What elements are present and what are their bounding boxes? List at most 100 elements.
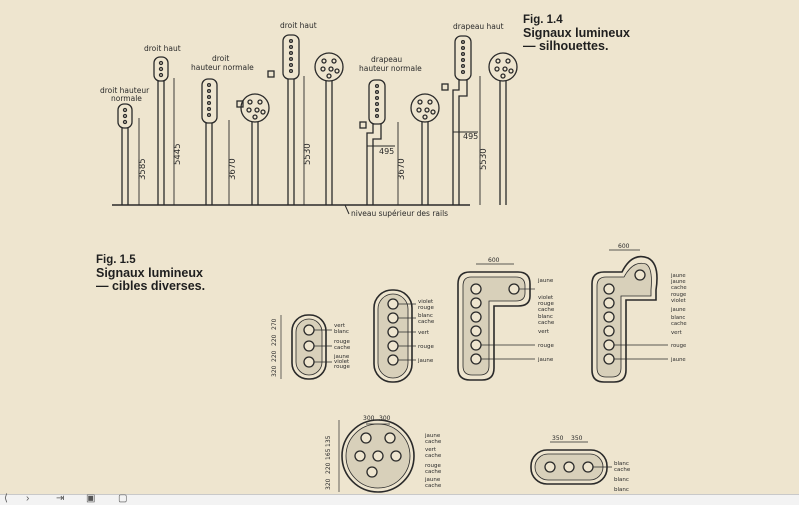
dim-5530-a: 5530	[303, 143, 313, 165]
target-6	[530, 441, 612, 485]
label-droit-haut-2: droit haut	[280, 21, 317, 30]
last-page-icon[interactable]: ⇥	[56, 493, 65, 504]
t3-light-2: violet	[538, 295, 554, 301]
viewer-toolbar: ⟨ › ⇥ ▣ ▢	[0, 493, 799, 505]
t4-light-8: cache	[671, 321, 687, 327]
first-page-icon[interactable]: ⟨	[4, 493, 8, 504]
fig-1-5-line2: — cibles diverses.	[96, 279, 206, 293]
label-droit-a: droit	[212, 54, 229, 63]
target-5	[338, 419, 415, 493]
t1-light-3: rouge	[334, 339, 350, 345]
dim-5530-b: 5530	[479, 148, 489, 170]
t5-dim-side-4: 135	[325, 435, 332, 447]
fig-1-5-number: Fig. 1.5	[96, 254, 136, 266]
label-droit-haut-1: droit haut	[144, 44, 181, 53]
t5-dim-side-3: 165	[325, 448, 332, 460]
t4-light-10: rouge	[671, 343, 686, 349]
t2-light-5: vert	[418, 330, 430, 336]
t1-dim-4: 270	[271, 318, 278, 330]
t1-light-6: violet	[334, 359, 350, 365]
t4-light-4: rouge	[671, 292, 686, 298]
t2-light-4: cache	[418, 319, 435, 325]
label-drapeau-a: drapeau	[371, 55, 402, 64]
label-droit-hauteur-normale-a: droit hauteur	[100, 86, 150, 95]
t5-light-2: cache	[425, 439, 442, 445]
t2-light-6: rouge	[418, 344, 434, 350]
t5-dim-top-1: 300	[363, 415, 375, 422]
fig-1-4-caption: Fig. 1.4 Signaux lumineux — silhouettes.	[523, 14, 630, 53]
label-drapeau-haut: drapeau haut	[453, 22, 504, 31]
t3-width: 600	[488, 257, 500, 264]
fig-1-5-caption: Fig. 1.5 Signaux lumineux — cibles diver…	[96, 254, 205, 293]
t1-dim-1: 320	[271, 365, 278, 377]
silhouette-droit-haut-1	[153, 56, 169, 205]
t3-light-4: cache	[538, 307, 555, 313]
target-1	[280, 314, 332, 380]
t3-light-1: jaune	[537, 278, 554, 284]
fig-1-4-line1: Signaux lumineux	[523, 26, 630, 40]
dim-495-a: 495	[379, 147, 394, 156]
t1-dim-3: 220	[271, 334, 278, 346]
fig-1-5-line1: Signaux lumineux	[96, 266, 203, 280]
t2-light-3: blanc	[418, 313, 433, 319]
t5-dim-side-1: 320	[325, 478, 332, 490]
t4-light-9: vert	[671, 330, 682, 336]
t5-light-7: jaune	[424, 477, 441, 483]
t3-light-5: blanc	[538, 314, 553, 320]
fit-page-icon[interactable]: ▣	[86, 493, 96, 504]
t3-light-7: vert	[538, 329, 550, 335]
t3-light-3: rouge	[538, 301, 554, 307]
next-page-icon[interactable]: ›	[26, 493, 30, 504]
silhouette-drapeau-hauteur-normale	[359, 79, 440, 205]
dim-495-b: 495	[463, 132, 478, 141]
dim-3670-b: 3670	[397, 158, 407, 180]
t6-light-4: blanc	[614, 487, 629, 493]
t5-dim-top-2: 300	[379, 415, 391, 422]
t6-light-2: cache	[614, 467, 631, 473]
t4-light-5: violet	[671, 298, 686, 304]
t3-light-6: cache	[538, 320, 555, 326]
dim-3670-a: 3670	[228, 158, 238, 180]
fullscreen-icon[interactable]: ▢	[118, 493, 128, 504]
t3-light-8: rouge	[538, 343, 554, 349]
t2-light-7: jaune	[417, 358, 434, 364]
t4-width: 600	[618, 243, 630, 250]
t6-dim-2: 350	[571, 435, 583, 442]
t2-light-2: rouge	[418, 305, 434, 311]
t6-dim-1: 350	[552, 435, 564, 442]
t1-light-4: cache	[334, 345, 351, 351]
dim-5445: 5445	[173, 143, 183, 165]
t1-light-1: vert	[334, 323, 346, 329]
t2-light-1: violet	[418, 299, 434, 305]
t6-light-3: blanc	[614, 477, 629, 483]
signal-diagram: droit hauteur normale droit haut droit h…	[100, 21, 687, 493]
t5-dim-side-2: 220	[325, 462, 332, 474]
t5-light-6: cache	[425, 469, 442, 475]
fig-1-4-line2: — silhouettes.	[523, 39, 609, 53]
t6-light-1: blanc	[614, 461, 629, 467]
t5-light-5: rouge	[425, 463, 441, 469]
t5-light-1: jaune	[424, 433, 441, 439]
target-2	[373, 289, 416, 383]
t5-light-8: cache	[425, 483, 442, 489]
t1-light-5: jaune	[333, 354, 350, 360]
target-4	[591, 249, 668, 383]
silhouette-drapeau-haut	[441, 35, 518, 205]
t4-light-6: jaune	[670, 307, 686, 313]
label-drapeau-b: hauteur normale	[359, 64, 422, 73]
t1-dim-2: 220	[271, 350, 278, 362]
t4-light-7: blanc	[671, 315, 685, 321]
fig-1-4-number: Fig. 1.4	[523, 14, 563, 26]
t4-light-2: jaune	[670, 279, 686, 285]
target-3	[457, 263, 535, 381]
t5-light-4: cache	[425, 453, 442, 459]
t4-light-1: jaune	[670, 273, 686, 279]
t1-light-7: rouge	[334, 364, 350, 370]
t4-light-11: jaune	[670, 357, 686, 363]
silhouette-droit-haut-2	[267, 34, 344, 205]
t5-light-3: vert	[425, 447, 437, 453]
t1-light-2: blanc	[334, 329, 349, 335]
label-droit-b: hauteur normale	[191, 63, 254, 72]
rail-label: niveau supérieur des rails	[351, 209, 448, 218]
